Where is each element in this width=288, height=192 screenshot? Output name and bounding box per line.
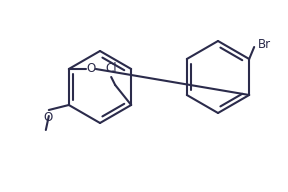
Text: O: O <box>43 111 52 124</box>
Text: O: O <box>86 63 95 75</box>
Text: Br: Br <box>258 37 271 50</box>
Text: Cl: Cl <box>105 62 117 75</box>
